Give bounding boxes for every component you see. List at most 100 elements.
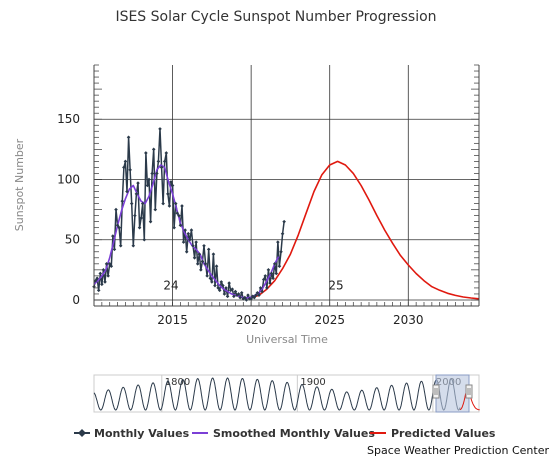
chart-title: ISES Solar Cycle Sunspot Number Progress… [115,9,436,25]
monthly-value-point [194,240,198,244]
monthly-value-point [151,147,156,152]
monthly-value-point [112,247,117,252]
legend-label-monthly: Monthly Values [94,427,190,440]
monthly-value-point [177,213,181,218]
monthly-value-point [101,268,106,272]
monthly-value-point [221,283,225,288]
y-axis-title: Sunspot Number [13,138,26,231]
monthly-value-point [147,177,151,182]
monthly-value-point [164,151,169,155]
monthly-value-point [156,159,161,164]
monthly-value-point [191,243,195,248]
monthly-value-point [211,252,216,256]
series-layer [92,127,480,302]
monthly-value-point [170,183,175,188]
legend-item-predicted[interactable]: Predicted Values [370,427,496,440]
monthly-value-point [200,259,205,264]
monthly-value-point [282,219,286,224]
navigator-tick-label: 1900 [300,377,325,388]
monthly-value-point [183,228,187,232]
monthly-value-point [125,189,129,194]
plot-area: 24 25 [92,64,480,307]
monthly-value-point [279,249,283,254]
navigator-frame [93,374,480,413]
monthly-value-point [236,292,241,296]
monthly-value-point [140,201,145,206]
monthly-value-point [184,249,189,254]
monthly-value-point [169,180,173,184]
navigator[interactable]: 180019002000 [93,374,480,413]
x-tick-label: 2015 [157,313,188,327]
x-tick-label: 2030 [393,313,424,327]
monthly-value-point [225,294,230,299]
monthly-value-point [224,286,228,290]
predicted-values-line [250,160,480,300]
monthly-value-point [195,262,200,266]
monthly-value-point [118,243,123,248]
monthly-value-point [246,293,250,297]
smoothed-values-line [93,164,280,299]
monthly-value-point [144,151,148,155]
monthly-value-point [172,225,176,230]
y-tick-label: 100 [57,172,80,186]
monthly-value-point [142,237,147,242]
monthly-value-point [189,228,194,232]
monthly-value-point [222,292,227,296]
monthly-value-point [210,280,214,284]
navigator-history-line [93,377,461,411]
monthly-value-point [233,289,238,294]
y-tick-labels: 0 50 100 150 [57,112,80,307]
legend: Monthly Values Smoothed Monthly Values P… [74,427,496,440]
navigator-right-handle[interactable] [465,384,473,399]
monthly-value-point [100,282,104,287]
monthly-value-point [219,280,224,284]
monthly-value-point [255,290,260,295]
monthly-value-point [216,286,220,290]
credit-text: Space Weather Prediction Center [367,444,549,457]
navigator-selection-window[interactable] [435,374,470,413]
monthly-value-point [197,252,202,256]
cycle-label: 25 [328,279,343,293]
monthly-value-point [254,293,258,297]
monthly-value-point [260,289,264,294]
monthly-value-point [213,283,217,288]
monthly-value-point [103,280,107,284]
monthly-value-point [162,159,167,164]
monthly-value-point [153,207,158,212]
monthly-value-point [230,287,235,291]
monthly-value-point [173,201,178,206]
monthly-value-point [145,183,150,188]
monthly-value-point [106,274,110,278]
monthly-value-point [123,159,128,164]
navigator-left-handle[interactable] [432,384,440,399]
monthly-value-point [250,294,255,299]
legend-item-smoothed[interactable]: Smoothed Monthly Values [192,427,375,440]
legend-item-monthly[interactable]: Monthly Values [74,427,190,440]
monthly-value-point [249,296,253,301]
legend-label-predicted: Predicted Values [391,427,496,440]
monthly-value-point [252,295,257,300]
monthly-value-point [258,286,263,290]
monthly-value-point [120,199,125,203]
monthly-value-point [269,271,274,276]
monthly-value-point [139,216,143,220]
monthly-value-point [277,264,282,269]
monthly-value-point [186,231,191,236]
monthly-value-point [178,223,183,228]
monthly-value-point [129,201,134,206]
cycle-labels: 24 25 [163,279,343,293]
monthly-value-point [180,204,184,208]
monthly-value-point [232,294,236,299]
navigator-tick-label: 1800 [165,377,190,388]
legend-label-smoothed: Smoothed Monthly Values [213,427,375,440]
monthly-value-point [227,281,231,285]
minor-ticks [94,64,480,306]
monthly-value-point [161,201,165,206]
monthly-value-point [280,231,285,236]
monthly-value-point [243,295,247,300]
monthly-value-point [104,262,109,266]
monthly-value-point [257,293,261,297]
monthly-value-point [276,240,280,244]
monthly-value-point [266,268,271,272]
monthly-value-point [131,243,136,248]
